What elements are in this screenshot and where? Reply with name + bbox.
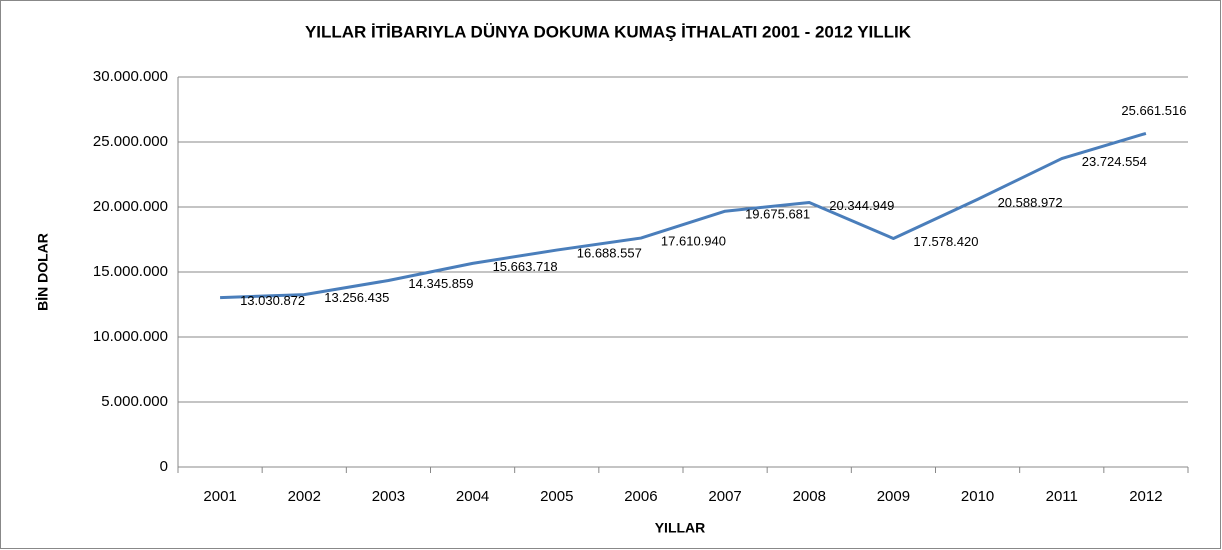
x-tick-label: 2004 — [456, 488, 489, 505]
x-tick-label: 2002 — [288, 488, 321, 505]
data-label: 13.256.435 — [324, 290, 389, 305]
y-tick-label: 25.000.000 — [93, 133, 168, 150]
data-label: 23.724.554 — [1082, 154, 1147, 169]
data-label: 13.030.872 — [240, 293, 305, 308]
y-tick-label: 0 — [160, 458, 168, 475]
x-tick-label: 2011 — [1046, 488, 1078, 505]
x-tick-label: 2012 — [1129, 488, 1162, 505]
x-tick-label: 2008 — [793, 488, 826, 505]
data-label: 17.610.940 — [661, 233, 726, 248]
data-label: 16.688.557 — [577, 245, 642, 260]
data-label: 19.675.681 — [745, 207, 810, 222]
y-tick-label: 10.000.000 — [93, 328, 168, 345]
x-tick-label: 2007 — [708, 488, 741, 505]
chart-title: YILLAR İTİBARIYLA DÜNYA DOKUMA KUMAŞ İTH… — [305, 22, 912, 41]
y-tick-label: 20.000.000 — [93, 198, 168, 215]
x-tick-label: 2009 — [877, 488, 910, 505]
y-tick-label: 15.000.000 — [93, 263, 168, 280]
data-label: 20.344.949 — [829, 198, 894, 213]
y-axis-title: BİN DOLAR — [35, 233, 51, 311]
x-tick-label: 2003 — [372, 488, 405, 505]
x-tick-label: 2005 — [540, 488, 573, 505]
data-label: 20.588.972 — [998, 195, 1063, 210]
data-label: 17.578.420 — [913, 234, 978, 249]
data-line — [220, 131, 1147, 300]
y-tick-label: 30.000.000 — [93, 68, 168, 85]
data-label: 14.345.859 — [408, 276, 473, 291]
data-label: 25.661.516 — [1121, 103, 1186, 118]
x-tick-label: 2010 — [961, 488, 994, 505]
x-tick-label: 2006 — [624, 488, 657, 505]
x-axis-title: YILLAR — [655, 520, 706, 536]
data-label: 15.663.718 — [493, 259, 558, 274]
y-tick-label: 5.000.000 — [101, 393, 168, 410]
x-tick-label: 2001 — [203, 488, 236, 505]
